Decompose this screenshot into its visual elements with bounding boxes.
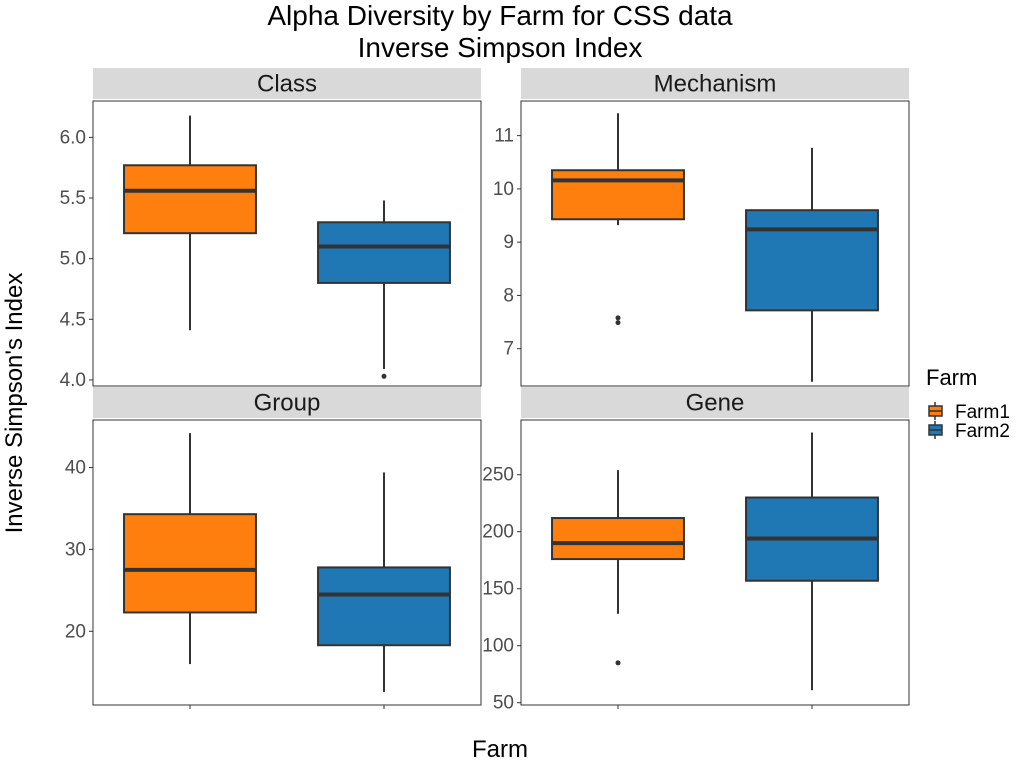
box-iqr	[745, 209, 879, 312]
y-tick-label: 100	[482, 636, 514, 657]
facet-strip-label: Group	[254, 390, 321, 417]
y-tick-label: 20	[65, 621, 86, 642]
y-tick-label: 250	[482, 465, 514, 486]
y-tick-label: 200	[482, 522, 514, 543]
facet-panel-group: Group 20 30 40	[65, 387, 482, 709]
legend-label: Farm1	[955, 402, 1010, 423]
legend-entry-farm2: Farm2	[928, 421, 1010, 442]
box-iqr	[551, 169, 685, 221]
box-iqr	[123, 513, 257, 614]
box-iqr	[123, 164, 257, 235]
box-iqr	[317, 221, 451, 284]
facet-strip	[521, 68, 909, 99]
y-tick-label: 50	[493, 693, 514, 714]
box-farm1	[551, 470, 685, 666]
y-tick-label: 4.0	[60, 370, 86, 391]
outlier-point	[615, 320, 621, 326]
facet-panels: Class 4.0 4.5 5.0 5.5 6.0 Mechanism 7 8 9 10 11 Grou…	[60, 68, 910, 714]
y-axis-title: Inverse Simpson's Index	[1, 273, 28, 534]
box-iqr	[317, 566, 451, 647]
facet-panel-mechanism: Mechanism 7 8 9 10 11	[493, 68, 910, 387]
box-farm2	[317, 200, 451, 379]
box-farm2	[317, 472, 451, 692]
y-tick-label: 10	[493, 179, 514, 200]
outlier-point	[615, 315, 621, 321]
facet-strip-label: Class	[257, 71, 317, 98]
chart-title-line1: Alpha Diversity by Farm for CSS data	[267, 0, 733, 31]
box-farm1	[123, 433, 257, 665]
y-tick-label: 8	[503, 285, 514, 306]
outlier-point	[381, 373, 387, 379]
y-tick-label: 9	[503, 232, 514, 253]
y-tick-label: 5.0	[60, 249, 86, 270]
facet-panel-class: Class 4.0 4.5 5.0 5.5 6.0	[60, 68, 482, 391]
facet-strip	[93, 387, 481, 418]
y-tick-label: 5.5	[60, 188, 86, 209]
facet-strip	[521, 387, 909, 418]
box-farm2	[745, 147, 879, 382]
y-tick-label: 30	[65, 539, 86, 560]
y-tick-label: 4.5	[60, 309, 86, 330]
box-iqr	[551, 517, 685, 561]
box-farm1	[123, 115, 257, 331]
legend-title: Farm	[926, 365, 977, 390]
y-tick-label: 7	[503, 339, 514, 360]
facet-strip-label: Mechanism	[654, 71, 777, 98]
facet-strip-label: Gene	[686, 390, 745, 417]
legend-entry-farm1: Farm1	[928, 402, 1010, 423]
x-axis-title: Farm	[472, 736, 528, 763]
outlier-point	[615, 660, 621, 666]
y-tick-label: 150	[482, 579, 514, 600]
box-farm1	[551, 113, 685, 326]
legend-label: Farm2	[955, 421, 1010, 442]
y-tick-label: 6.0	[60, 127, 86, 148]
facet-panel-gene: Gene 50 100 150 200 250	[482, 387, 910, 714]
y-tick-label: 11	[494, 126, 514, 147]
box-farm2	[745, 432, 879, 691]
facet-strip	[93, 68, 481, 99]
chart-title-line2: Inverse Simpson Index	[358, 32, 643, 63]
y-tick-label: 40	[65, 458, 86, 479]
